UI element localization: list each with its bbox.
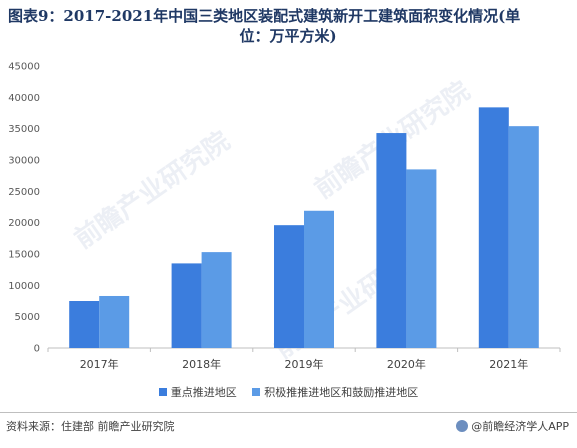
y-tick-label: 30000	[8, 156, 40, 167]
bar-series1-2021年	[478, 107, 509, 348]
x-tick-label: 2019年	[285, 357, 324, 371]
y-tick-label: 10000	[8, 281, 40, 292]
y-tick-label: 15000	[8, 250, 40, 261]
bar-series2-2017年	[99, 295, 130, 348]
x-tick-label: 2018年	[182, 357, 221, 371]
bar-series2-2018年	[201, 252, 232, 348]
y-tick-label: 35000	[8, 124, 40, 135]
bar-series2-2020年	[406, 169, 437, 348]
legend: 重点推进地区 积极推推进地区和鼓励推进地区	[0, 384, 577, 400]
brand-text: @前瞻经济学人APP	[471, 420, 569, 433]
bar-series2-2021年	[508, 126, 539, 348]
x-tick-label: 2020年	[387, 357, 426, 371]
y-tick-label: 5000	[15, 312, 40, 323]
y-tick-label: 25000	[8, 187, 40, 198]
y-tick-label: 40000	[8, 93, 40, 104]
chart-title: 图表9：2017-2021年中国三类地区装配式建筑新开工建筑面积变化情况(单 位…	[8, 6, 568, 46]
chart-title-line1: 图表9：2017-2021年中国三类地区装配式建筑新开工建筑面积变化情况(单	[8, 7, 521, 25]
legend-label-series2: 积极推推进地区和鼓励推进地区	[264, 386, 419, 399]
legend-swatch-series2	[252, 388, 261, 396]
bar-series1-2017年	[69, 301, 100, 348]
x-tick-label: 2021年	[489, 357, 528, 371]
bar-series2-2019年	[304, 210, 334, 348]
y-tick-label: 45000	[8, 62, 40, 73]
legend-swatch-series1	[158, 388, 167, 396]
x-tick-label: 2017年	[80, 357, 119, 371]
bar-series1-2018年	[171, 263, 202, 348]
source-note: 资料来源：住建部 前瞻产业研究院	[6, 420, 175, 433]
legend-item-series2: 积极推推进地区和鼓励推进地区	[252, 384, 418, 400]
brand-credit: @前瞻经济学人APP	[456, 418, 569, 434]
chart-title-line2: 位：万平方米)	[239, 27, 337, 45]
bar-series1-2019年	[274, 225, 304, 348]
bar-series1-2020年	[376, 133, 407, 348]
y-tick-label: 20000	[8, 218, 40, 229]
y-tick-label: 0	[34, 344, 40, 355]
legend-item-series1: 重点推进地区	[158, 384, 237, 400]
brand-logo-icon	[456, 420, 469, 432]
footer-divider	[0, 412, 577, 413]
legend-label-series1: 重点推进地区	[170, 386, 237, 399]
